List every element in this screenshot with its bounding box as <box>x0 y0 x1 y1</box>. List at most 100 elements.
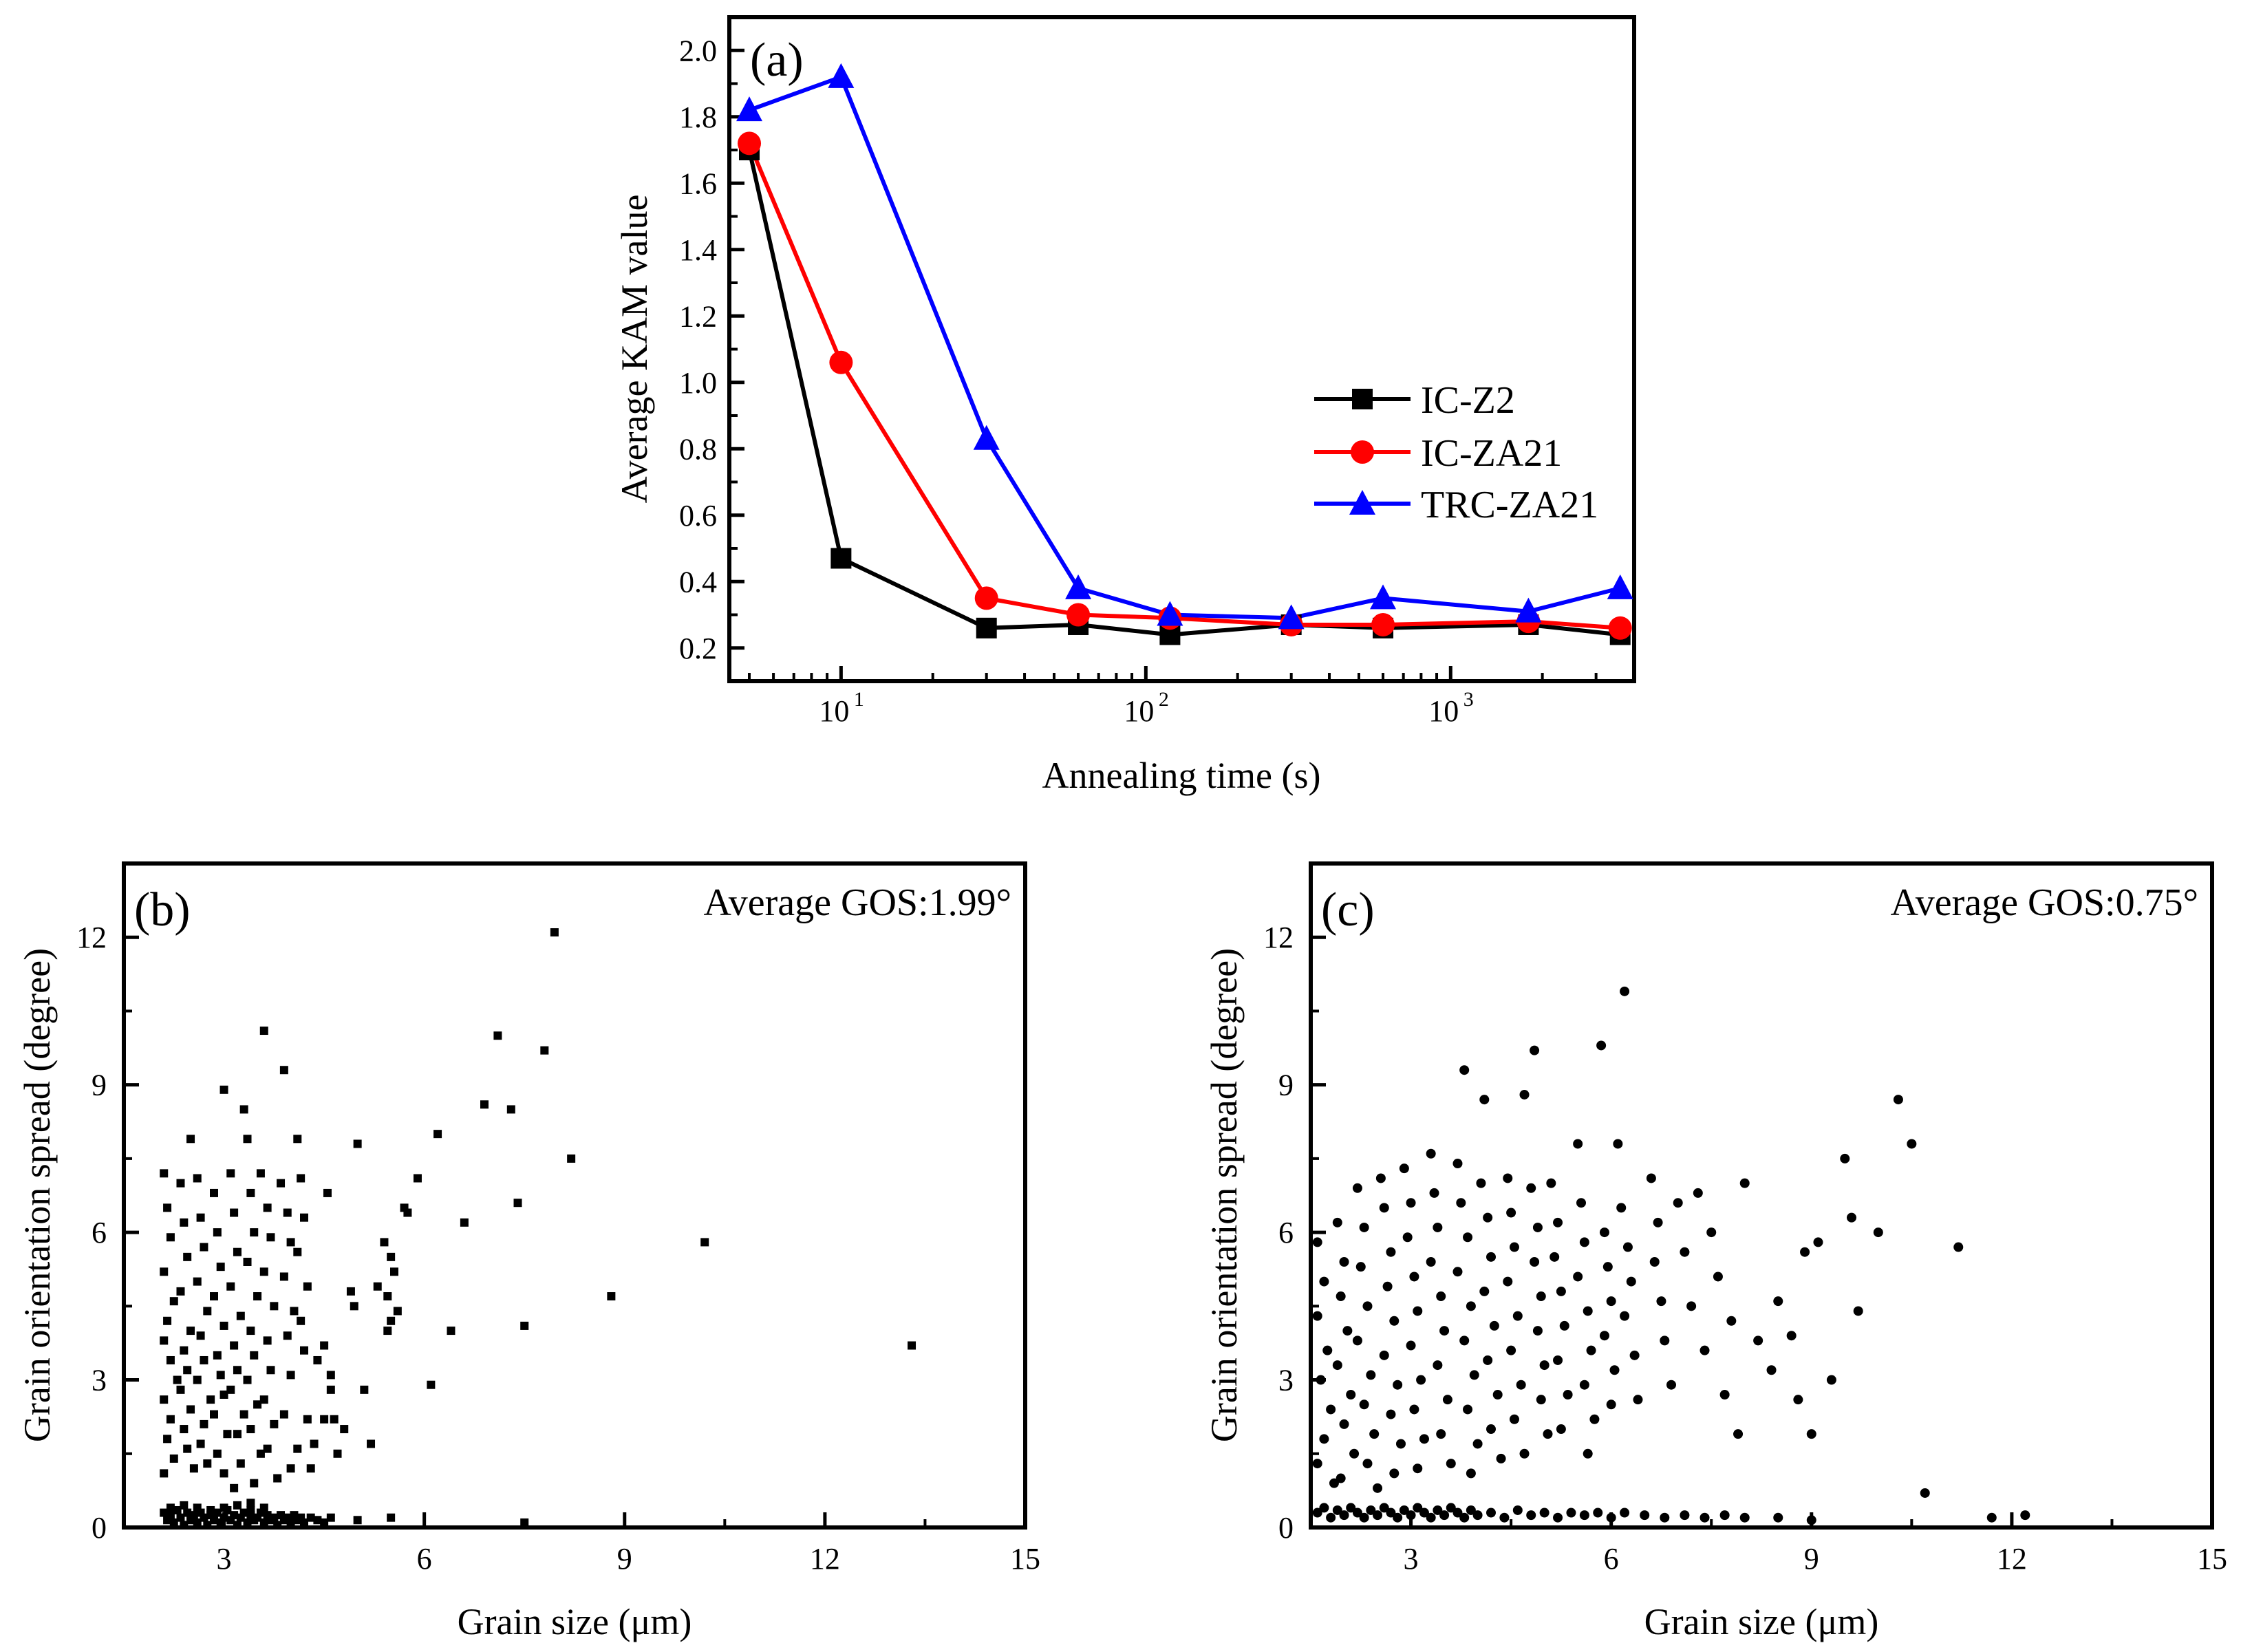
scatter-point <box>1633 1395 1643 1405</box>
panel-b-y-tick-label: 12 <box>76 921 107 954</box>
scatter-point <box>1579 1237 1589 1247</box>
scatter-point <box>1433 1505 1443 1515</box>
scatter-point <box>1620 1311 1630 1321</box>
panel-c-y-tick-label: 3 <box>1278 1364 1294 1397</box>
scatter-point <box>1413 1463 1423 1474</box>
scatter-point <box>200 1355 208 1364</box>
scatter-point <box>1439 1510 1450 1521</box>
scatter-point <box>1536 1395 1546 1405</box>
scatter-point <box>1719 1510 1730 1521</box>
scatter-point <box>1579 1510 1589 1521</box>
scatter-point <box>246 1425 255 1434</box>
marker-trc-za21 <box>736 96 763 122</box>
scatter-point <box>1800 1247 1810 1257</box>
scatter-point <box>230 1341 239 1350</box>
marker-trc-za21 <box>1157 601 1183 626</box>
scatter-point <box>1352 1183 1362 1193</box>
scatter-point <box>1416 1375 1426 1385</box>
scatter-point <box>1579 1380 1589 1390</box>
scatter-point <box>1359 1399 1369 1410</box>
scatter-point <box>210 1188 218 1197</box>
scatter-point <box>380 1238 389 1247</box>
panel-b-y-axis-title: Grain orientation spread (degree) <box>17 948 58 1442</box>
scatter-point <box>1873 1227 1883 1238</box>
scatter-point <box>183 1252 192 1261</box>
scatter-point <box>176 1385 185 1394</box>
scatter-point <box>160 1267 169 1276</box>
scatter-point <box>1436 1429 1446 1439</box>
marker-trc-za21 <box>828 63 855 88</box>
scatter-point <box>1433 1222 1443 1232</box>
scatter-point <box>183 1444 192 1453</box>
marker-trc-za21 <box>1515 597 1542 623</box>
scatter-point <box>1436 1291 1446 1302</box>
scatter-point <box>279 1272 288 1281</box>
scatter-point <box>367 1439 376 1448</box>
scatter-point <box>1402 1232 1413 1243</box>
scatter-point <box>1466 1468 1476 1479</box>
scatter-point <box>1373 1483 1383 1493</box>
legend-label-ic-za21: IC-ZA21 <box>1421 432 1562 475</box>
scatter-point <box>1599 1331 1609 1341</box>
scatter-point <box>226 1169 235 1178</box>
scatter-point <box>460 1218 469 1227</box>
scatter-point <box>1446 1459 1456 1469</box>
panel-c-y-tick-label: 6 <box>1278 1216 1294 1249</box>
scatter-point <box>300 1213 308 1222</box>
scatter-point <box>250 1351 259 1360</box>
scatter-point <box>1439 1326 1450 1336</box>
scatter-point <box>1386 1508 1396 1518</box>
scatter-point <box>607 1292 616 1301</box>
scatter-point <box>1512 1311 1523 1321</box>
scatter-point <box>206 1505 215 1514</box>
scatter-point <box>1419 1508 1429 1518</box>
scatter-point <box>1920 1488 1930 1498</box>
panel-a-y-tick-label: 0.6 <box>679 499 717 533</box>
scatter-point <box>300 1518 308 1527</box>
scatter-point <box>160 1169 169 1178</box>
scatter-point <box>1532 1326 1543 1336</box>
scatter-point <box>283 1208 292 1217</box>
panel-b-x-axis-title: Grain size (μm) <box>458 1601 692 1642</box>
scatter-point <box>176 1179 185 1188</box>
scatter-point <box>1322 1345 1333 1355</box>
scatter-point <box>1853 1306 1863 1316</box>
scatter-point <box>290 1307 299 1316</box>
scatter-point <box>1329 1478 1339 1488</box>
scatter-point <box>183 1508 192 1517</box>
scatter-point <box>256 1449 265 1458</box>
scatter-point <box>1459 1335 1470 1346</box>
panel-b-label: (b) <box>134 883 191 936</box>
scatter-point <box>259 1503 268 1512</box>
scatter-point <box>1366 1505 1376 1515</box>
scatter-point <box>1375 1173 1386 1183</box>
scatter-point <box>1486 1424 1496 1435</box>
scatter-point <box>1826 1375 1836 1385</box>
scatter-point <box>1509 1242 1519 1252</box>
panel-a-y-tick-label: 0.8 <box>679 432 717 466</box>
scatter-point <box>1573 1139 1583 1149</box>
scatter-point <box>1606 1296 1616 1307</box>
scatter-point <box>1506 1345 1516 1355</box>
scatter-point <box>246 1327 255 1335</box>
scatter-point <box>1362 1301 1373 1311</box>
scatter-point <box>1573 1272 1583 1282</box>
panel-a-y-tick-label: 0.4 <box>679 565 717 599</box>
scatter-point <box>1386 1247 1396 1257</box>
scatter-point <box>1706 1227 1717 1238</box>
scatter-point <box>1656 1296 1666 1307</box>
scatter-point <box>1586 1345 1596 1355</box>
scatter-point <box>176 1287 185 1296</box>
scatter-point <box>1336 1473 1346 1483</box>
scatter-point <box>373 1282 382 1291</box>
scatter-point <box>493 1031 502 1040</box>
scatter-point <box>226 1385 235 1394</box>
scatter-point <box>250 1479 259 1488</box>
scatter-point <box>233 1501 242 1510</box>
scatter-point <box>700 1238 709 1247</box>
panel-c-label: (c) <box>1321 883 1375 936</box>
scatter-point <box>213 1449 222 1458</box>
panel-b-x-tick-label: 3 <box>217 1542 232 1576</box>
panel-c-annotation: Average GOS:0.75° <box>1891 881 2198 924</box>
scatter-point <box>1593 1508 1603 1518</box>
